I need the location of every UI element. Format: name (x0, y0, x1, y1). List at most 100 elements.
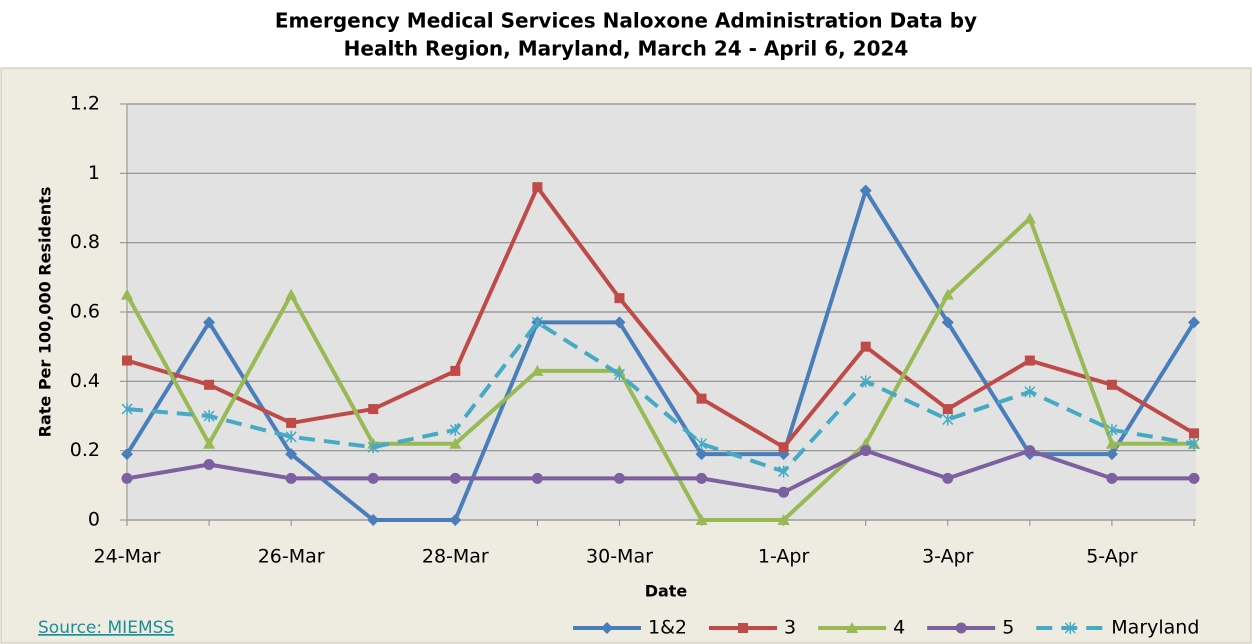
point (121, 448, 133, 461)
point (1105, 437, 1118, 449)
point (1024, 445, 1036, 457)
point (942, 404, 953, 415)
point (121, 472, 133, 484)
point (1024, 355, 1035, 366)
point (860, 445, 872, 457)
point (367, 441, 379, 454)
point (1188, 316, 1200, 329)
legend-label: 1&2 (648, 617, 687, 639)
chart-subtitle: Health Region, Maryland, March 24 - Apri… (344, 37, 909, 61)
point (695, 514, 708, 525)
point (1188, 472, 1200, 484)
point (368, 404, 379, 415)
y-tick-label: 0.4 (70, 370, 100, 392)
point (1023, 212, 1036, 224)
point (449, 472, 461, 484)
x-tick-label: 5-Apr (1086, 546, 1138, 568)
point (955, 622, 967, 634)
point (122, 355, 132, 366)
series-line (125, 216, 1194, 522)
point (1064, 622, 1076, 634)
point (941, 288, 954, 300)
point (1106, 379, 1117, 390)
point (286, 417, 297, 428)
point (778, 465, 790, 478)
point (449, 437, 462, 449)
point (531, 316, 543, 329)
y-tick-label: 0.2 (70, 439, 100, 461)
series-line (125, 188, 1196, 522)
y-tick-label: 0.6 (70, 301, 100, 323)
x-axis-label: Date (645, 582, 688, 601)
legend-label: 3 (784, 617, 796, 639)
legend: 1&2 3 4 5 Maryland (573, 617, 1199, 639)
point (204, 379, 215, 390)
point (449, 423, 461, 436)
x-tick-label: 1-Apr (758, 546, 810, 568)
point (1106, 423, 1118, 436)
point (601, 622, 613, 634)
point (203, 410, 215, 422)
point (613, 472, 625, 484)
point (613, 316, 626, 329)
point (860, 341, 871, 352)
point (531, 364, 544, 376)
point (942, 413, 954, 426)
point (285, 448, 298, 461)
point (695, 448, 708, 461)
point (778, 486, 790, 498)
point (121, 288, 133, 300)
point (531, 472, 543, 484)
series (121, 445, 1200, 498)
x-tick-label: 26-Mar (258, 546, 325, 568)
legend-label: 5 (1002, 617, 1014, 639)
y-tick-label: 1.2 (70, 93, 100, 115)
legend-label: Maryland (1111, 617, 1199, 639)
y-tick-label: 1 (88, 162, 100, 184)
y-tick-label: 0 (88, 509, 100, 531)
point (121, 403, 133, 416)
x-tick-label: 3-Apr (922, 546, 974, 568)
x-tick-label: 30-Mar (586, 546, 653, 568)
point (285, 430, 297, 443)
point (696, 437, 708, 450)
point (450, 365, 461, 376)
series-line (126, 185, 1196, 450)
x-tick-label: 28-Mar (422, 546, 489, 568)
point (846, 622, 859, 633)
point (1024, 385, 1036, 398)
point (614, 293, 625, 304)
point (941, 316, 954, 329)
point (203, 437, 216, 449)
y-tick-label: 0.8 (70, 231, 100, 253)
y-axis-label: Rate Per 100,000 Residents (36, 187, 55, 438)
series (121, 316, 1200, 478)
point (613, 368, 625, 381)
series (122, 182, 1199, 453)
point (778, 442, 789, 453)
point (203, 459, 215, 471)
point (859, 437, 872, 449)
point (1188, 437, 1200, 450)
series-line (126, 448, 1194, 495)
point (942, 472, 954, 484)
point (859, 184, 872, 197)
point (203, 316, 216, 329)
point (449, 514, 462, 526)
point (696, 472, 708, 484)
point (696, 393, 707, 404)
series-line (126, 320, 1195, 474)
point (777, 514, 790, 525)
point (1106, 472, 1118, 484)
point (367, 472, 379, 484)
point (532, 182, 543, 193)
point (285, 288, 298, 300)
chart-title: Emergency Medical Services Naloxone Admi… (275, 9, 977, 33)
point (1189, 428, 1199, 439)
x-tick-label: 24-Mar (94, 546, 161, 568)
point (738, 623, 748, 633)
plot-layer: 0 0.2 0.4 0.6 0.8 1 1.2 24-Mar 26-Mar 28-Mar 30-Ma… (70, 93, 1200, 639)
point (285, 472, 297, 484)
source-link[interactable]: Source: MIEMSS (38, 618, 174, 638)
